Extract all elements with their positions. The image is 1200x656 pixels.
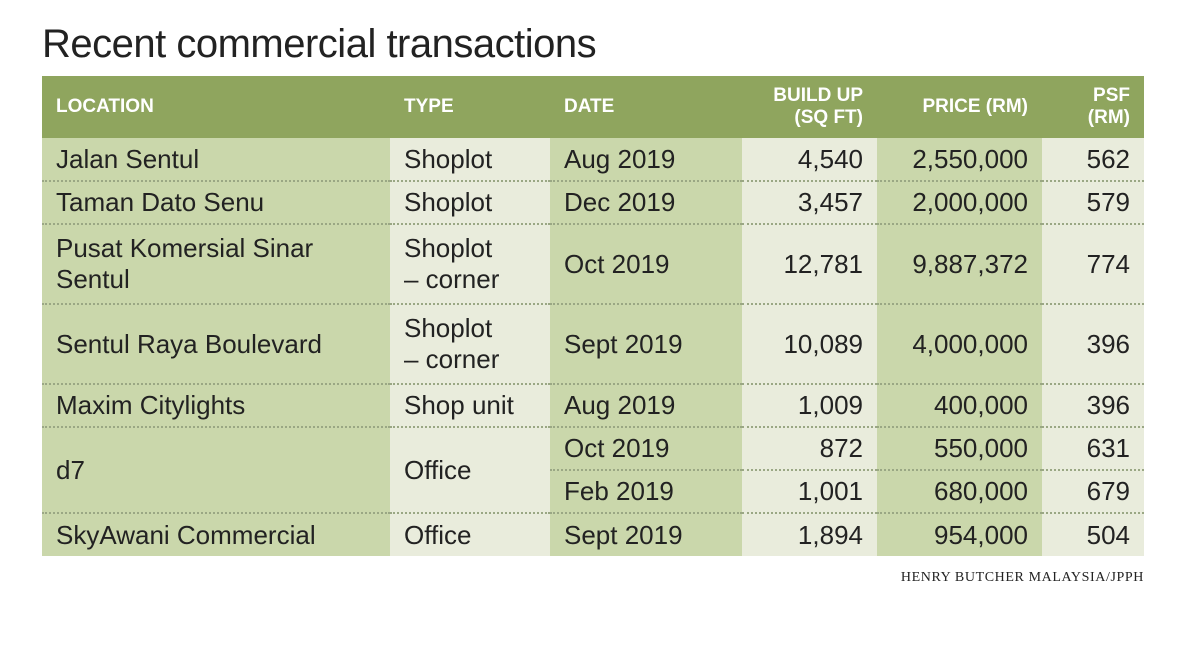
cell-type-line2: – corner (404, 264, 500, 294)
cell-psf: 396 (1042, 304, 1144, 385)
cell-location: Taman Dato Senu (42, 181, 390, 225)
cell-psf: 631 (1042, 427, 1144, 471)
cell-date: Oct 2019 (550, 224, 742, 305)
cell-psf: 579 (1042, 181, 1144, 225)
transactions-table: LOCATION TYPE DATE BUILD UP (SQ FT) PRIC… (42, 76, 1144, 556)
cell-type-line2: – corner (404, 344, 500, 374)
cell-price: 954,000 (877, 513, 1042, 556)
cell-location: Maxim Citylights (42, 384, 390, 428)
cell-date: Oct 2019 (550, 427, 742, 471)
column-header-price: PRICE (RM) (877, 76, 1042, 138)
cell-build-up: 1,894 (742, 513, 877, 556)
cell-price: 400,000 (877, 384, 1042, 428)
column-header-psf-line1: PSF (1093, 85, 1130, 106)
cell-build-up: 3,457 (742, 181, 877, 225)
cell-date: Feb 2019 (550, 470, 742, 514)
cell-date: Aug 2019 (550, 384, 742, 428)
cell-date: Dec 2019 (550, 181, 742, 225)
cell-date: Sept 2019 (550, 304, 742, 385)
cell-location: d7 (42, 427, 390, 514)
cell-type: Office (390, 513, 550, 556)
table-row: Feb 2019 1,001 680,000 679 (42, 470, 1144, 514)
cell-price: 550,000 (877, 427, 1042, 471)
column-header-build-up-line1: BUILD UP (773, 85, 863, 106)
cell-build-up: 1,009 (742, 384, 877, 428)
cell-psf: 562 (1042, 138, 1144, 182)
cell-type: Shoplot (390, 181, 550, 225)
cell-psf: 396 (1042, 384, 1144, 428)
source-credit: HENRY BUTCHER MALAYSIA/JPPH (900, 570, 1144, 585)
table-row: d7 Office Oct 2019 872 550,000 631 (42, 427, 1144, 514)
column-header-psf-line2: (RM) (1087, 107, 1130, 128)
cell-price: 4,000,000 (877, 304, 1042, 385)
column-header-type: TYPE (390, 76, 550, 138)
cell-location-line2: Sentul (56, 264, 130, 294)
cell-build-up: 4,540 (742, 138, 877, 182)
table-row: Maxim Citylights Shop unit Aug 2019 1,00… (42, 384, 1144, 428)
cell-type: Shoplot – corner (390, 224, 550, 305)
cell-psf: 774 (1042, 224, 1144, 305)
cell-build-up: 872 (742, 427, 877, 471)
cell-build-up: 12,781 (742, 224, 877, 305)
column-header-psf: PSF (RM) (1042, 76, 1144, 138)
column-header-date: DATE (550, 76, 742, 138)
cell-price: 9,887,372 (877, 224, 1042, 305)
cell-date: Sept 2019 (550, 513, 742, 556)
cell-build-up: 10,089 (742, 304, 877, 385)
cell-price: 2,000,000 (877, 181, 1042, 225)
cell-location: Sentul Raya Boulevard (42, 304, 390, 385)
cell-build-up: 1,001 (742, 470, 877, 514)
column-header-location: LOCATION (42, 76, 390, 138)
cell-location: Pusat Komersial Sinar Sentul (42, 224, 390, 305)
cell-type: Shoplot (390, 138, 550, 182)
cell-type-line1: Shoplot (404, 313, 493, 343)
table-row: Pusat Komersial Sinar Sentul Shoplot – c… (42, 224, 1144, 305)
cell-type: Office (390, 427, 550, 514)
cell-type-line1: Shoplot (404, 233, 493, 263)
column-header-build-up: BUILD UP (SQ FT) (742, 76, 877, 138)
table-row: Jalan Sentul Shoplot Aug 2019 4,540 2,55… (42, 138, 1144, 182)
header-row: LOCATION TYPE DATE BUILD UP (SQ FT) PRIC… (42, 76, 1144, 138)
table-title: Recent commercial transactions (42, 22, 597, 66)
cell-location-line1: Pusat Komersial Sinar (56, 233, 314, 263)
cell-price: 680,000 (877, 470, 1042, 514)
cell-psf: 504 (1042, 513, 1144, 556)
column-header-build-up-line2: (SQ FT) (794, 107, 863, 128)
table-row: SkyAwani Commercial Office Sept 2019 1,8… (42, 513, 1144, 556)
cell-location: Jalan Sentul (42, 138, 390, 182)
table-row: Taman Dato Senu Shoplot Dec 2019 3,457 2… (42, 181, 1144, 225)
table-row: Sentul Raya Boulevard Shoplot – corner S… (42, 304, 1144, 385)
cell-price: 2,550,000 (877, 138, 1042, 182)
cell-psf: 679 (1042, 470, 1144, 514)
cell-date: Aug 2019 (550, 138, 742, 182)
cell-type: Shoplot – corner (390, 304, 550, 385)
cell-type: Shop unit (390, 384, 550, 428)
cell-location: SkyAwani Commercial (42, 513, 390, 556)
